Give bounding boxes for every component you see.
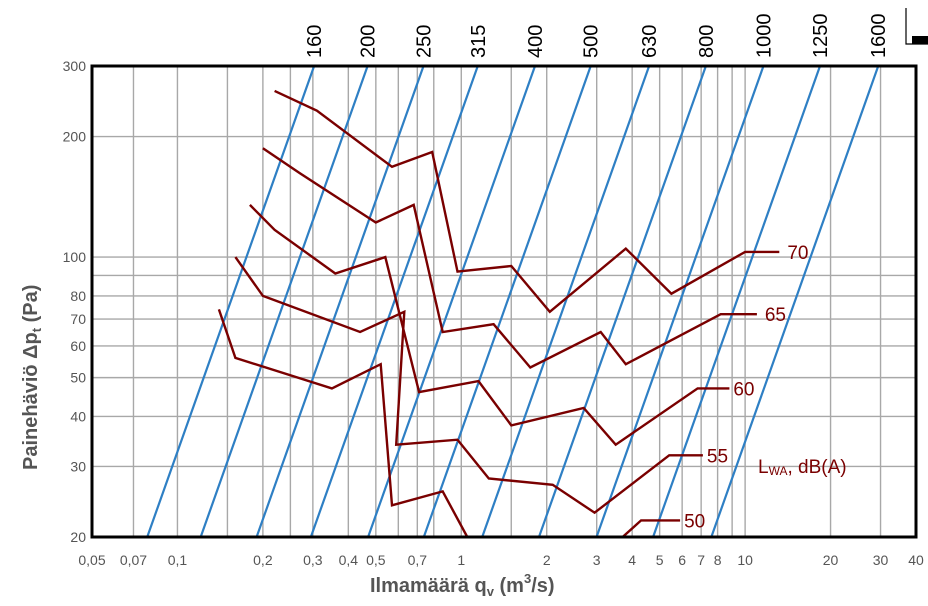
duct-size-label: 630 [639,25,661,58]
x-tick-label: 0,5 [366,552,386,568]
sound-level-label: 60 [733,379,754,400]
duct-size-label: 1250 [810,14,832,59]
x-tick-label: 0,7 [408,552,428,568]
x-tick-label: 30 [873,552,889,568]
duct-size-label: 315 [468,25,490,58]
duct-size-label: 200 [358,25,380,58]
x-tick-label: 10 [737,552,753,568]
sound-line-50 [217,309,469,538]
x-tick-label: 20 [823,552,839,568]
x-tick-label: 3 [593,552,601,568]
y-tick-label: 200 [63,129,87,145]
y-tick-label: 50 [70,370,86,386]
y-tick-label: 60 [70,338,86,354]
sound-level-label: 70 [787,243,808,264]
sound-line-50-tail [621,519,681,538]
corner-mark-icon [912,36,928,44]
sound-level-label: 55 [707,446,728,467]
duct-line-250 [255,65,425,538]
x-tick-label: 2 [543,552,551,568]
y-tick-label: 20 [70,529,86,545]
sound-level-label: 50 [684,511,705,532]
duct-line-160 [146,65,316,538]
y-tick-label: 40 [70,408,86,424]
duct-size-label: 500 [581,25,603,58]
x-tick-label: 0,05 [78,552,105,568]
x-tick-label: 7 [697,552,705,568]
x-tick-label: 0,2 [253,552,273,568]
duct-line-500 [422,65,592,538]
duct-line-630 [481,65,651,538]
duct-line-1600 [710,65,880,538]
duct-size-lines [146,65,880,538]
sound-level-lines: 70 65 60 55 50 [217,89,808,538]
sound-level-label: 65 [765,305,786,326]
lwa-label: LWA, dB(A) [758,457,847,478]
duct-line-200 [199,65,369,538]
duct-size-label: 250 [414,25,436,58]
y-tick-label: 300 [63,58,87,74]
duct-size-label: 1000 [753,14,775,59]
x-tick-label: 0,3 [303,552,323,568]
duct-size-label: 160 [304,25,326,58]
x-tick-label: 0,07 [120,552,147,568]
sound-line-55 [234,256,703,515]
y-tick-label: 70 [70,311,86,327]
duct-line-800 [537,65,707,538]
plot-frame [90,64,918,539]
duct-line-1000 [595,65,765,538]
sound-line-70 [274,89,780,314]
duct-line-400 [367,65,537,538]
duct-size-label: 400 [525,25,547,58]
x-tick-label: 40 [908,552,924,568]
tick-labels: 160 200 250 315 400 500 630 800 1000 1250 16000,05… [63,14,924,569]
x-tick-label: 5 [656,552,664,568]
duct-line-1250 [652,65,822,538]
duct-size-label: 800 [696,25,718,58]
x-tick-label: 6 [678,552,686,568]
y-axis-title: Painehäviö Δpt (Pa) [20,285,44,470]
x-tick-label: 8 [714,552,722,568]
duct-size-label: 1600 [868,14,890,59]
sound-line-65 [262,147,757,369]
y-tick-label: 80 [70,288,86,304]
x-tick-label: 0,4 [339,552,359,568]
x-tick-label: 0,1 [168,552,188,568]
y-tick-label: 30 [70,458,86,474]
x-axis-title: Ilmamäärä qv (m3/s) [370,571,555,599]
y-tick-label: 100 [63,249,87,265]
x-tick-label: 4 [628,552,636,568]
x-tick-label: 1 [457,552,465,568]
duct-line-315 [309,65,479,538]
sound-line-60 [249,204,730,447]
